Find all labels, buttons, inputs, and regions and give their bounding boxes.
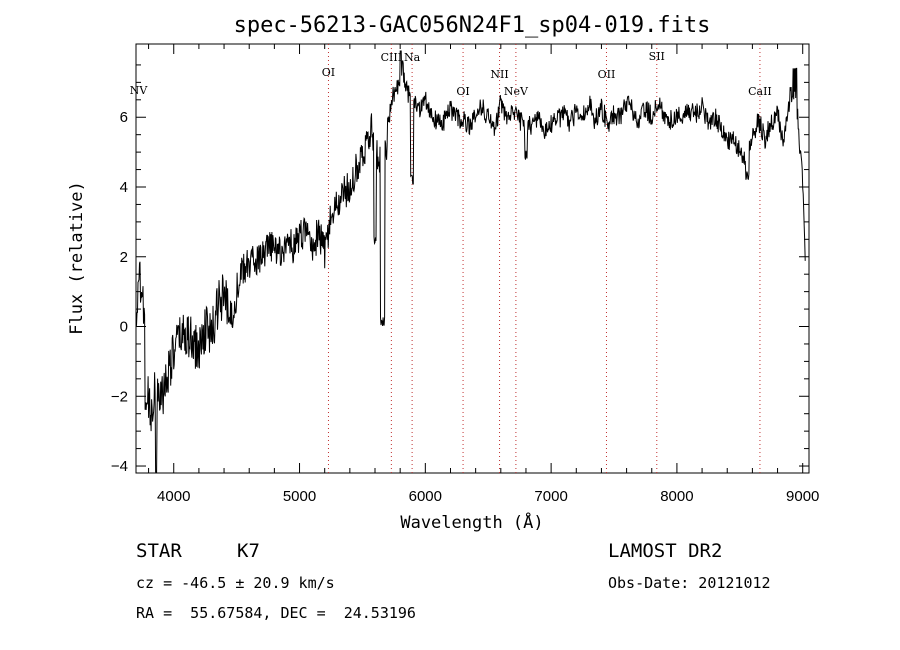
spectral-line-label: NII [490, 68, 508, 81]
x-tick-label: 7000 [534, 488, 567, 505]
y-tick-label: 2 [120, 249, 128, 266]
spectral-line-label: NV [130, 84, 149, 97]
spectrum-line [135, 50, 806, 473]
y-tick-label: −4 [111, 458, 128, 475]
x-tick-label: 6000 [409, 488, 442, 505]
spectral-line-label: SII [649, 50, 665, 63]
axis-ticks-layer: 4000 5000 6000 7000 8000 9000 −4 −2 0 2 4 6 [111, 44, 819, 505]
spectral-line-label: NeV [504, 85, 529, 98]
x-tick-label: 5000 [283, 488, 316, 505]
y-tick-label: 0 [120, 319, 128, 336]
observation-date: Obs-Date: 20121012 [608, 574, 771, 592]
spectral-lines-layer: NV OI CIII Na OI NII NeV OII SII CaII [130, 44, 772, 473]
spectral-line-label: Na [404, 51, 421, 64]
y-axis-label: Flux (relative) [67, 181, 87, 335]
object-class: STAR [136, 540, 182, 562]
y-tick-label: 6 [120, 109, 128, 126]
x-axis-label: Wavelength (Å) [400, 511, 543, 533]
object-subclass: K7 [237, 540, 260, 562]
spectral-line-label: OII [598, 68, 616, 81]
x-tick-label: 4000 [157, 488, 190, 505]
spectral-line-label: OI [456, 85, 469, 98]
plot-frame [135, 43, 810, 474]
spectral-line-label: CIII [381, 51, 402, 64]
x-tick-label: 9000 [786, 488, 819, 505]
y-tick-label: −2 [111, 388, 128, 405]
spectral-line-label: CaII [748, 85, 772, 98]
redshift-velocity: cz = -46.5 ± 20.9 km/s [136, 574, 335, 592]
chart-title: spec-56213-GAC056N24F1_sp04-019.fits [234, 13, 711, 38]
survey-name: LAMOST DR2 [608, 540, 723, 562]
spectral-line-label: OI [322, 66, 335, 79]
y-tick-label: 4 [120, 179, 128, 196]
sky-coordinates: RA = 55.67584, DEC = 24.53196 [136, 604, 416, 622]
x-tick-label: 8000 [660, 488, 693, 505]
